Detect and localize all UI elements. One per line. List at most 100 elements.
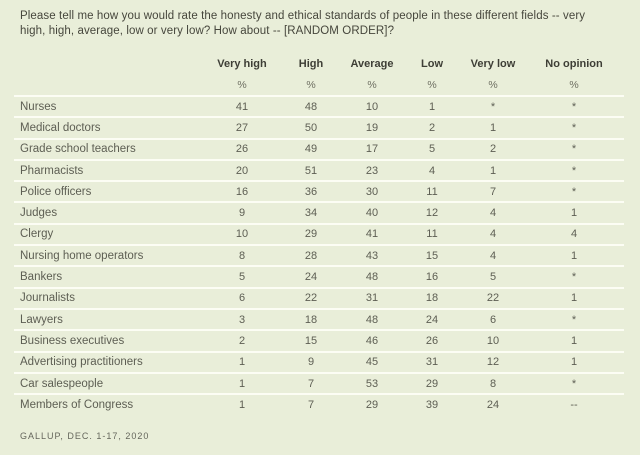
table-row: Nursing home operators 8 28 43 15 4 1: [14, 245, 624, 268]
cell-value: 18: [280, 308, 342, 332]
cell-value: 1: [524, 351, 624, 374]
column-header-high: High: [298, 58, 324, 70]
percent-unit-row: % % % % % %: [14, 75, 624, 97]
percent-sign: %: [524, 75, 624, 97]
row-label: Judges: [14, 202, 204, 225]
cell-value: 16: [204, 181, 280, 204]
table-row: Medical doctors 27 50 19 2 1 *: [14, 117, 624, 140]
cell-value: 5: [204, 266, 280, 289]
cell-value: 2: [402, 117, 462, 140]
cell-value: 1: [462, 159, 524, 183]
cell-value: *: [524, 266, 624, 289]
column-header-row: Very high High Average Low Very low No o…: [14, 53, 624, 75]
table-row: Members of Congress 1 7 29 39 24 --: [14, 394, 624, 414]
row-label: Police officers: [14, 181, 204, 204]
table-row: Car salespeople 1 7 53 29 8 *: [14, 372, 624, 396]
cell-value: 53: [342, 372, 402, 396]
cell-value: 22: [280, 287, 342, 310]
cell-value: *: [524, 372, 624, 396]
cell-value: 31: [342, 287, 402, 310]
cell-value: 2: [462, 138, 524, 161]
cell-value: 1: [462, 117, 524, 140]
cell-value: --: [570, 398, 578, 411]
row-label: Lawyers: [14, 308, 204, 332]
unit-spacer: [14, 75, 204, 97]
cell-value: 4: [462, 245, 524, 268]
cell-value: *: [524, 308, 624, 332]
cell-value: 1: [524, 245, 624, 268]
cell-value: 20: [204, 159, 280, 183]
ratings-table: Very high High Average Low Very low No o…: [14, 53, 624, 414]
column-header-low: Low: [421, 58, 443, 70]
percent-sign: %: [402, 75, 462, 97]
cell-value: 1: [402, 96, 462, 119]
cell-value: 9: [204, 202, 280, 225]
row-label: Nurses: [14, 96, 204, 119]
cell-value: *: [524, 138, 624, 161]
column-header-average: Average: [350, 58, 394, 70]
cell-value: 1: [204, 351, 280, 374]
row-label: Journalists: [14, 287, 204, 310]
cell-value: 4: [524, 223, 624, 247]
cell-value: 1: [524, 287, 624, 310]
cell-value: 29: [402, 372, 462, 396]
cell-value: 8: [462, 372, 524, 396]
cell-value: *: [524, 117, 624, 140]
cell-value: 28: [280, 245, 342, 268]
row-label: Car salespeople: [14, 372, 204, 396]
cell-value: 51: [280, 159, 342, 183]
table-row: Bankers 5 24 48 16 5 *: [14, 266, 624, 289]
cell-value: 7: [307, 398, 315, 411]
cell-value: 11: [402, 223, 462, 247]
table-row: Police officers 16 36 30 11 7 *: [14, 181, 624, 204]
column-header-very-high: Very high: [217, 58, 267, 70]
row-label: Business executives: [14, 330, 204, 353]
cell-value: 22: [462, 287, 524, 310]
table-row: Pharmacists 20 51 23 4 1 *: [14, 159, 624, 183]
cell-value: 7: [462, 181, 524, 204]
cell-value: *: [462, 96, 524, 119]
column-header-very-low: Very low: [470, 58, 516, 70]
row-label: Bankers: [14, 266, 204, 289]
table-row: Business executives 2 15 46 26 10 1: [14, 330, 624, 353]
cell-value: 6: [462, 308, 524, 332]
cell-value: 19: [342, 117, 402, 140]
cell-value: 1: [524, 202, 624, 225]
row-label: Members of Congress: [20, 398, 134, 411]
cell-value: 17: [342, 138, 402, 161]
table-row: Advertising practitioners 1 9 45 31 12 1: [14, 351, 624, 374]
row-label: Medical doctors: [14, 117, 204, 140]
cell-value: 43: [342, 245, 402, 268]
cell-value: 15: [280, 330, 342, 353]
percent-sign: %: [342, 75, 402, 97]
cell-value: 48: [342, 308, 402, 332]
cell-value: 12: [462, 351, 524, 374]
column-header-no-opinion: No opinion: [545, 58, 603, 70]
table-row: Journalists 6 22 31 18 22 1: [14, 287, 624, 310]
cell-value: 23: [342, 159, 402, 183]
cell-value: 6: [204, 287, 280, 310]
cell-value: 46: [342, 330, 402, 353]
row-label: Grade school teachers: [14, 138, 204, 161]
row-label: Clergy: [14, 223, 204, 247]
cell-value: 4: [462, 202, 524, 225]
percent-sign: %: [462, 75, 524, 97]
cell-value: 34: [280, 202, 342, 225]
cell-value: 29: [365, 398, 379, 411]
cell-value: *: [524, 181, 624, 204]
cell-value: 10: [204, 223, 280, 247]
row-label: Pharmacists: [14, 159, 204, 183]
row-label: Nursing home operators: [14, 245, 204, 268]
row-label-header-spacer: [14, 53, 204, 75]
cell-value: 1: [204, 372, 280, 396]
cell-value: 50: [280, 117, 342, 140]
table-row: Lawyers 3 18 48 24 6 *: [14, 308, 624, 332]
cell-value: 3: [204, 308, 280, 332]
cell-value: 2: [204, 330, 280, 353]
cell-value: 1: [238, 398, 246, 411]
percent-sign: %: [280, 75, 342, 97]
table-row: Grade school teachers 26 49 17 5 2 *: [14, 138, 624, 161]
cell-value: 8: [204, 245, 280, 268]
cell-value: 15: [402, 245, 462, 268]
